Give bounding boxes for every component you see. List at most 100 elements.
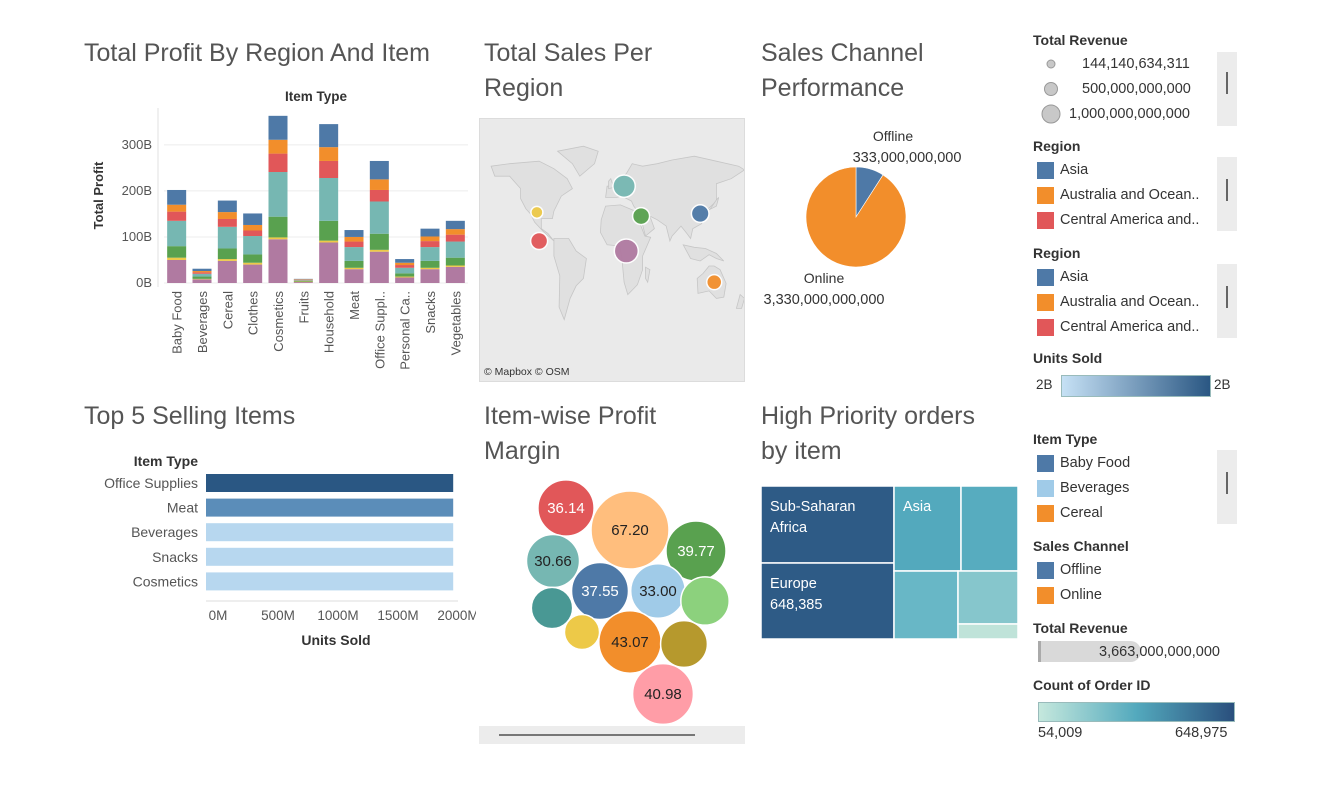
channel-pie-chart[interactable]: Offline 333,000,000,000 Online 3,330,000,00… xyxy=(752,122,1010,312)
bar-segment[interactable] xyxy=(369,160,389,180)
bar-segment[interactable] xyxy=(445,265,465,267)
legend-sales-channel-item[interactable]: Offline xyxy=(1060,562,1102,578)
bar-segment[interactable] xyxy=(167,259,187,283)
bar-segment[interactable] xyxy=(369,189,389,202)
margin-bubble[interactable] xyxy=(570,561,630,621)
bar-segment[interactable] xyxy=(395,277,415,283)
sales-map[interactable]: © Mapbox © OSM xyxy=(479,118,745,382)
bar-segment[interactable] xyxy=(395,259,415,263)
bar-segment[interactable] xyxy=(243,262,263,265)
treemap-cell[interactable] xyxy=(960,486,1018,572)
bar-segment[interactable] xyxy=(344,269,364,283)
revenue-slider-track[interactable] xyxy=(1038,641,1141,662)
bar-segment[interactable] xyxy=(268,237,288,240)
map-point[interactable] xyxy=(690,204,710,224)
margin-bubble-chart[interactable]: 36.14 67.20 39.77 30.66 37.55 33.00 43.07 40.98 xyxy=(479,478,745,726)
top5-bar[interactable] xyxy=(206,474,454,492)
bar-segment[interactable] xyxy=(344,241,364,248)
bar-segment[interactable] xyxy=(319,220,339,241)
bar-segment[interactable] xyxy=(268,172,288,217)
bar-segment[interactable] xyxy=(445,220,465,230)
bar-segment[interactable] xyxy=(319,240,339,243)
sales-map-canvas[interactable] xyxy=(480,119,745,382)
legend-region-a-item[interactable]: Central America and.. xyxy=(1060,212,1200,228)
legend-region-b-item[interactable]: Australia and Ocean.. xyxy=(1060,294,1200,310)
bar-segment[interactable] xyxy=(243,230,263,237)
legend-item-type-item[interactable]: Beverages xyxy=(1060,480,1130,496)
pie-slice[interactable] xyxy=(805,166,907,268)
margin-scrollbar-thumb[interactable] xyxy=(499,734,695,736)
bar-segment[interactable] xyxy=(420,267,440,270)
bar-segment[interactable] xyxy=(268,216,288,238)
bar-segment[interactable] xyxy=(268,115,288,140)
map-point[interactable] xyxy=(529,231,549,251)
bar-segment[interactable] xyxy=(420,241,440,248)
top5-bar-chart[interactable]: Item Type Office Supplies Meat Beverages Sna… xyxy=(84,448,476,658)
legend-region-b-item[interactable]: Central America and.. xyxy=(1060,319,1200,335)
bar-segment[interactable] xyxy=(344,267,364,270)
priority-treemap[interactable]: Sub-Saharan Africa Europe 648,385 Asia xyxy=(761,486,1018,639)
profit-stacked-bar-chart[interactable]: Item Type 0B 100B 200B 300B Total Profit Baby … xyxy=(84,84,476,384)
bar-segment[interactable] xyxy=(344,260,364,268)
bar-segment[interactable] xyxy=(243,254,263,263)
bar-segment[interactable] xyxy=(445,229,465,235)
legend-scroll-thumb[interactable] xyxy=(1226,72,1228,94)
bar-segment[interactable] xyxy=(445,234,465,242)
legend-total-revenue-scroll[interactable] xyxy=(1217,52,1237,126)
bar-segment[interactable] xyxy=(445,266,465,283)
margin-bubble[interactable] xyxy=(631,662,695,726)
bar-segment[interactable] xyxy=(268,139,288,154)
bar-segment[interactable] xyxy=(319,242,339,283)
treemap-cell[interactable] xyxy=(893,570,959,639)
margin-bubble[interactable] xyxy=(590,490,670,570)
bar-segment[interactable] xyxy=(192,272,212,274)
margin-bubble[interactable] xyxy=(680,576,730,626)
bar-segment[interactable] xyxy=(344,247,364,261)
legend-scroll-thumb[interactable] xyxy=(1226,179,1228,201)
bar-segment[interactable] xyxy=(369,179,389,190)
bar-segment[interactable] xyxy=(319,124,339,148)
bar-segment[interactable] xyxy=(217,212,237,219)
bar-segment[interactable] xyxy=(167,246,187,258)
bar-segment[interactable] xyxy=(217,200,237,213)
bar-segment[interactable] xyxy=(293,280,313,282)
bar-segment[interactable] xyxy=(243,213,263,225)
margin-bubble[interactable] xyxy=(563,613,601,651)
bar-segment[interactable] xyxy=(167,257,187,260)
bar-segment[interactable] xyxy=(293,282,313,283)
legend-region-a-item[interactable]: Australia and Ocean.. xyxy=(1060,187,1200,203)
bar-segment[interactable] xyxy=(395,267,415,274)
top5-bar[interactable] xyxy=(206,523,454,542)
treemap-cell[interactable] xyxy=(957,570,1018,625)
bar-segment[interactable] xyxy=(167,204,187,212)
bar-segment[interactable] xyxy=(395,273,415,277)
bar-segment[interactable] xyxy=(243,236,263,255)
map-point[interactable] xyxy=(612,174,637,199)
bar-segment[interactable] xyxy=(344,236,364,242)
bar-segment[interactable] xyxy=(395,276,415,278)
legend-region-a-item[interactable]: Asia xyxy=(1060,162,1089,178)
bar-segment[interactable] xyxy=(395,265,415,268)
margin-bubble[interactable] xyxy=(659,619,709,669)
bar-segment[interactable] xyxy=(344,230,364,237)
bar-segment[interactable] xyxy=(369,233,389,250)
legend-scroll-thumb[interactable] xyxy=(1226,472,1228,494)
treemap-cell[interactable] xyxy=(761,562,895,639)
legend-item-type-item[interactable]: Baby Food xyxy=(1060,455,1131,471)
bar-segment[interactable] xyxy=(217,260,237,283)
legend-region-a-scroll[interactable] xyxy=(1217,157,1237,231)
bar-segment[interactable] xyxy=(420,260,440,268)
legend-item-type-scroll[interactable] xyxy=(1217,450,1237,524)
margin-bubble[interactable] xyxy=(537,479,595,537)
legend-scroll-thumb[interactable] xyxy=(1226,286,1228,308)
legend-region-b-item[interactable]: Asia xyxy=(1060,269,1089,285)
bar-segment[interactable] xyxy=(217,218,237,227)
bar-segment[interactable] xyxy=(192,268,212,272)
bar-segment[interactable] xyxy=(217,248,237,260)
map-point[interactable] xyxy=(705,273,723,291)
bar-segment[interactable] xyxy=(243,264,263,283)
bar-segment[interactable] xyxy=(268,239,288,283)
bar-segment[interactable] xyxy=(445,257,465,266)
bar-segment[interactable] xyxy=(420,247,440,261)
legend-sales-channel-item[interactable]: Online xyxy=(1060,587,1102,603)
